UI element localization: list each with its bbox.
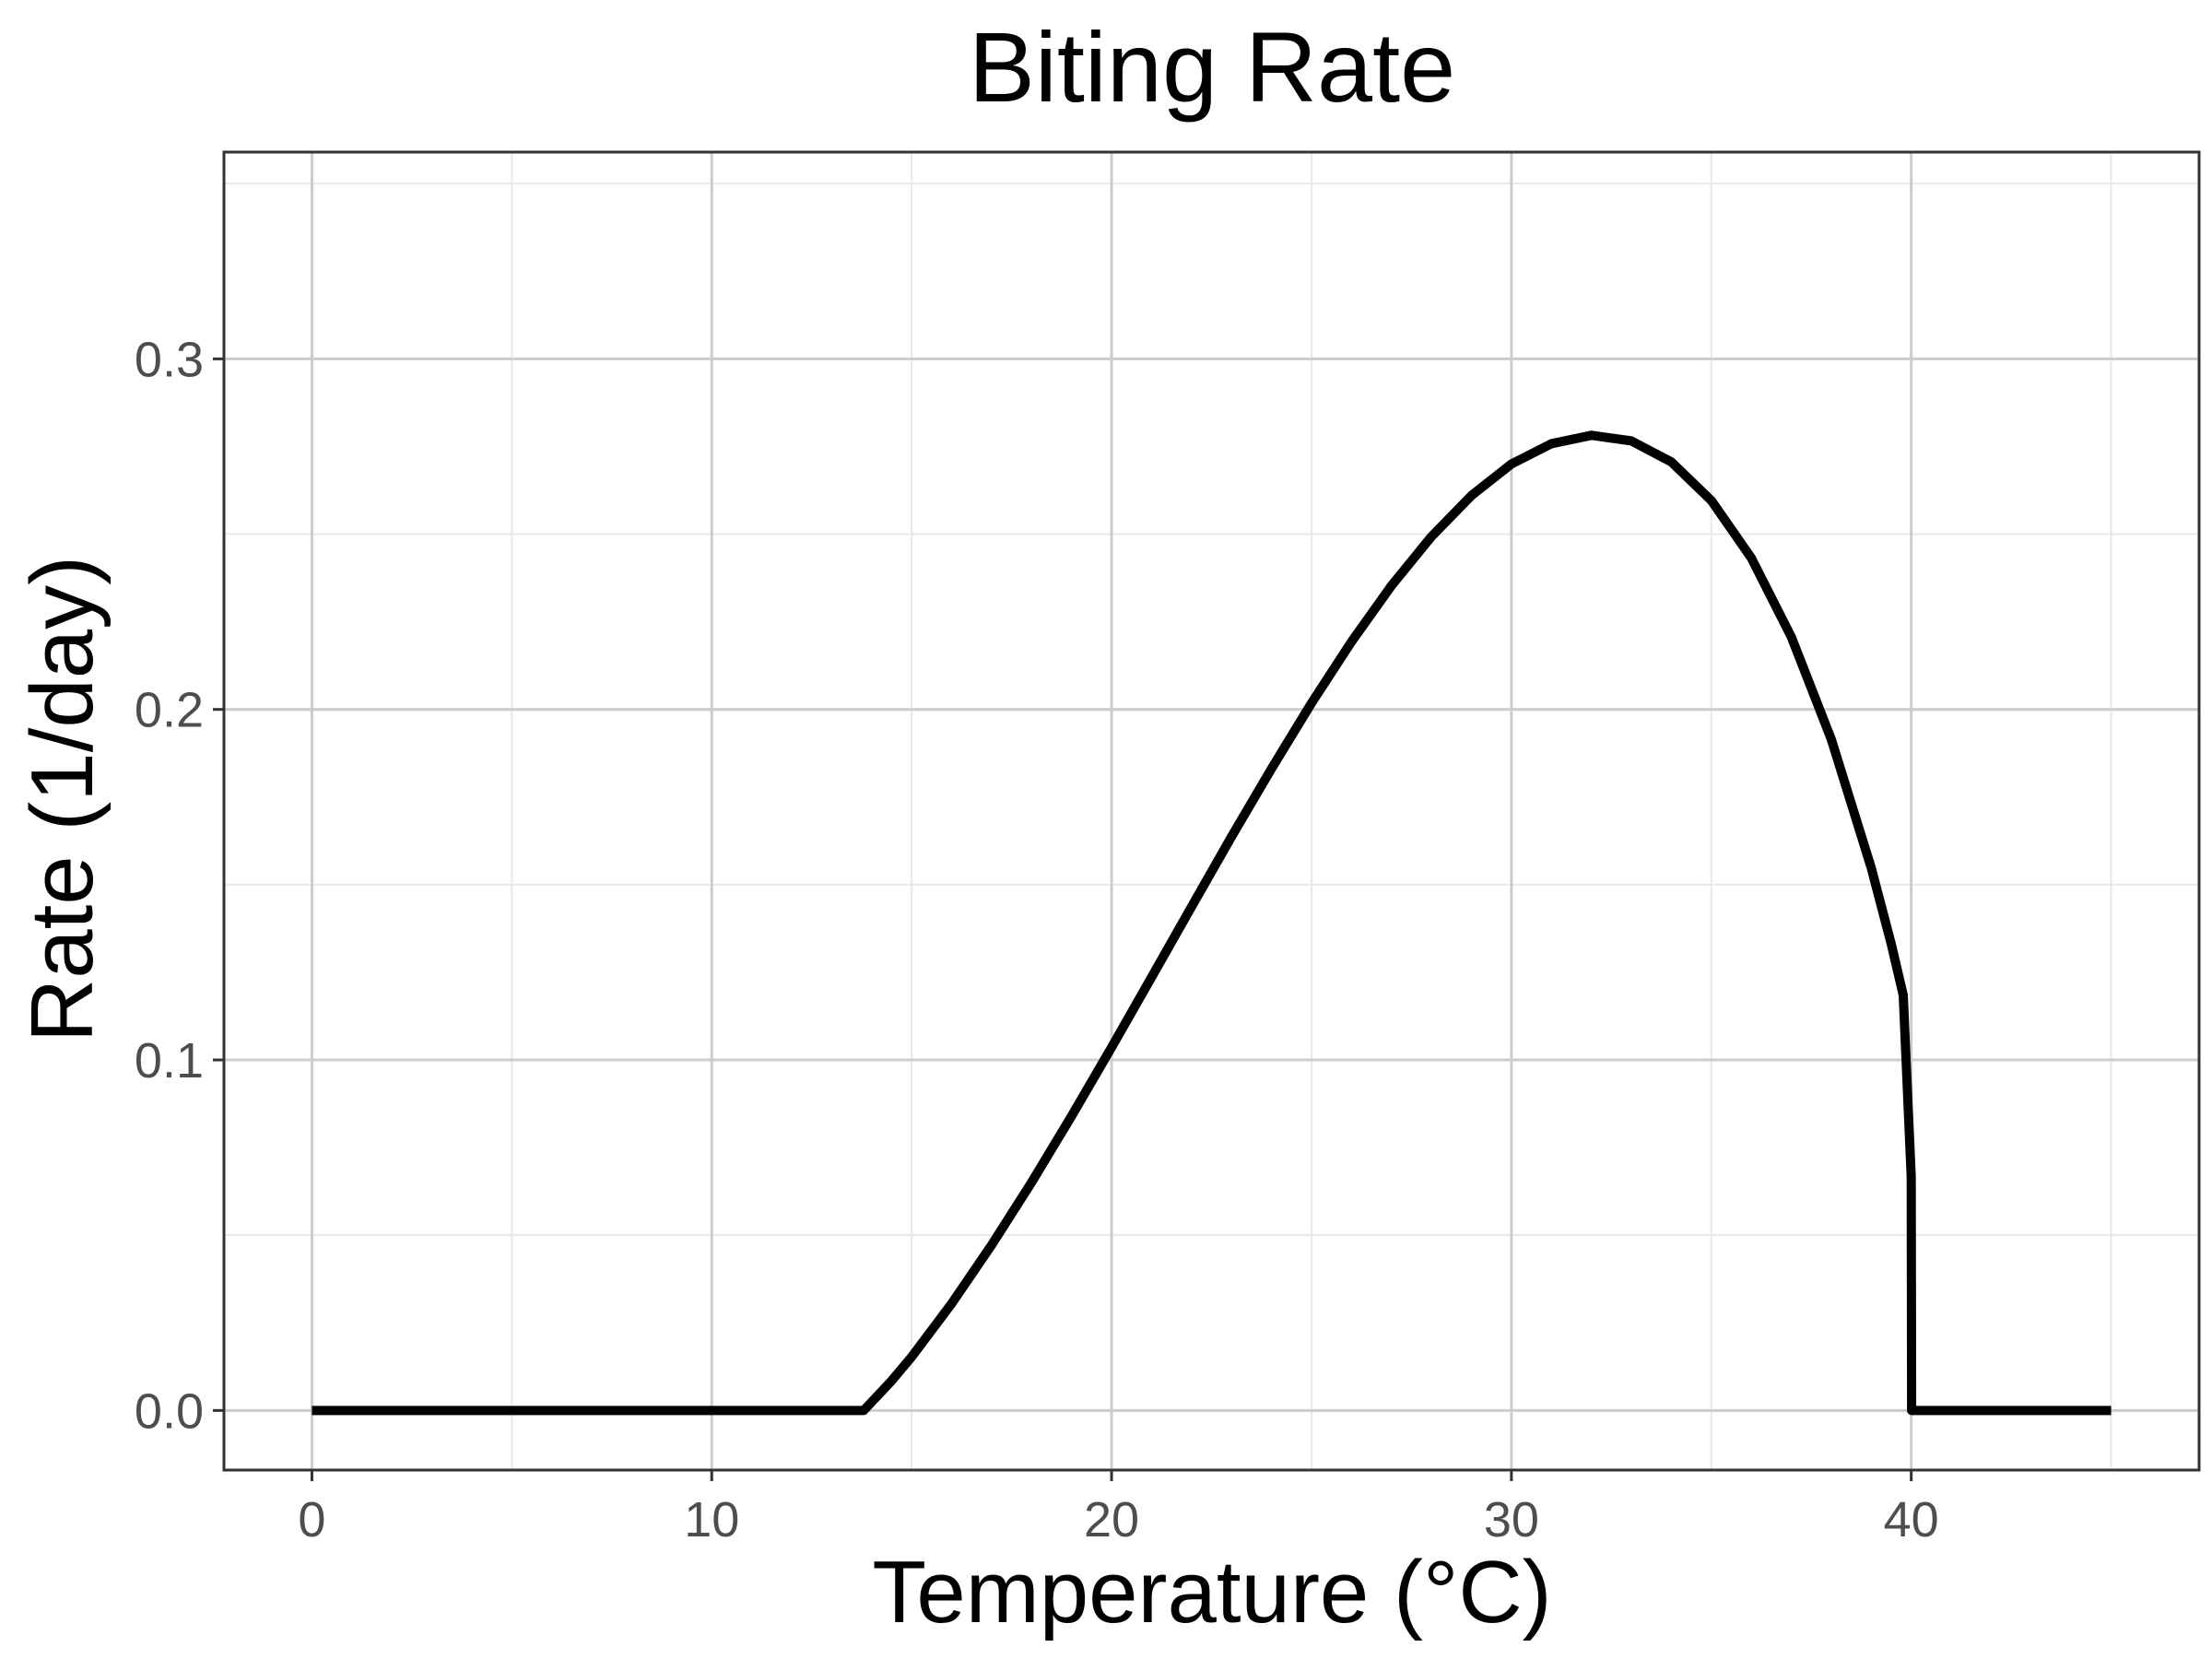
y-tick-label: 0.1: [135, 1033, 204, 1088]
x-tick-label: 30: [1484, 1492, 1539, 1547]
plot-panel: 0 10 20 30 40 0.0 0.1 0.2 0.3: [135, 150, 2201, 1547]
x-tick-label: 20: [1084, 1492, 1139, 1547]
x-tick-label: 10: [684, 1492, 739, 1547]
panel-border: [222, 150, 2201, 1472]
y-tick-label: 0.3: [135, 332, 204, 387]
y-tick-label: 0.0: [135, 1383, 204, 1439]
x-tick-label: 40: [1884, 1492, 1939, 1547]
biting-rate-line: [312, 430, 2112, 1416]
x-tick-label: 0: [298, 1492, 325, 1547]
x-axis-title: Temperature (°C): [872, 1543, 1551, 1641]
chart-title: Biting Rate: [969, 11, 1455, 123]
y-tick-label: 0.2: [135, 683, 204, 738]
y-axis-title: Rate (1/day): [13, 556, 112, 1042]
